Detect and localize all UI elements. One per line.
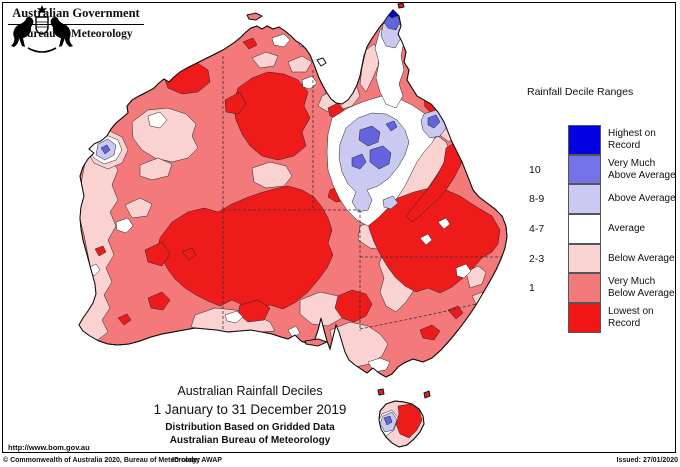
legend-color-swatch <box>568 214 601 244</box>
legend-color-swatch <box>568 154 601 185</box>
legend-color-swatch <box>568 273 601 304</box>
issued-date: Issued: 27/01/2020 <box>616 457 679 464</box>
header-divider <box>8 24 144 25</box>
map-title: Australian Rainfall Deciles <box>177 384 323 398</box>
legend-label: Highest on Record <box>608 127 656 151</box>
legend-item: 8-9 Above Average <box>527 184 677 215</box>
coat-of-arms-icon <box>11 5 73 53</box>
legend-decile-range: 10 <box>529 163 541 176</box>
legend: Rainfall Decile Ranges Highest on Record… <box>527 86 677 333</box>
legend-item: 1 Very Much Below Average <box>527 273 677 304</box>
legend-item: 2-3 Below Average <box>527 243 677 274</box>
legend-list: Highest on Record 10 Very Much Above Ave… <box>527 125 677 333</box>
legend-color-swatch <box>568 243 601 274</box>
legend-label: Below Average <box>608 252 675 264</box>
map-note-bureau: Australian Bureau of Meteorology <box>169 435 331 446</box>
legend-label: Above Average <box>608 193 676 205</box>
legend-decile-range: 1 <box>529 282 535 295</box>
legend-decile-range: 4-7 <box>529 222 545 235</box>
legend-label: Average <box>608 222 646 234</box>
copyright-text: © Commonwealth of Australia 2020, Bureau… <box>3 457 201 464</box>
legend-item: 10 Very Much Above Average <box>527 154 677 185</box>
legend-item: 4-7 Average <box>527 214 677 244</box>
legend-item: Lowest on Record <box>527 303 677 333</box>
legend-color-swatch <box>568 303 601 333</box>
legend-title: Rainfall Decile Ranges <box>527 86 634 98</box>
legend-decile-range: 8-9 <box>529 193 545 206</box>
map-frame-border <box>2 2 676 453</box>
legend-decile-range: 2-3 <box>529 252 545 265</box>
map-period: 1 January to 31 December 2019 <box>153 402 347 417</box>
legend-color-swatch <box>568 184 601 215</box>
legend-label: Very Much Below Average <box>608 276 675 300</box>
legend-label: Lowest on Record <box>608 305 654 329</box>
id-code-text: ID code: AWAP <box>172 457 222 464</box>
legend-color-swatch <box>568 125 601 155</box>
header-block: Australian Government Bureau of Meteorol… <box>6 4 146 53</box>
map-caption: Australian Rainfall Deciles 1 January to… <box>105 384 395 446</box>
map-note-distribution: Distribution Based on Gridded Data <box>165 422 335 433</box>
legend-item: Highest on Record <box>527 125 677 155</box>
bom-url: http://www.bom.gov.au <box>8 443 90 452</box>
legend-label: Very Much Above Average <box>608 157 676 181</box>
